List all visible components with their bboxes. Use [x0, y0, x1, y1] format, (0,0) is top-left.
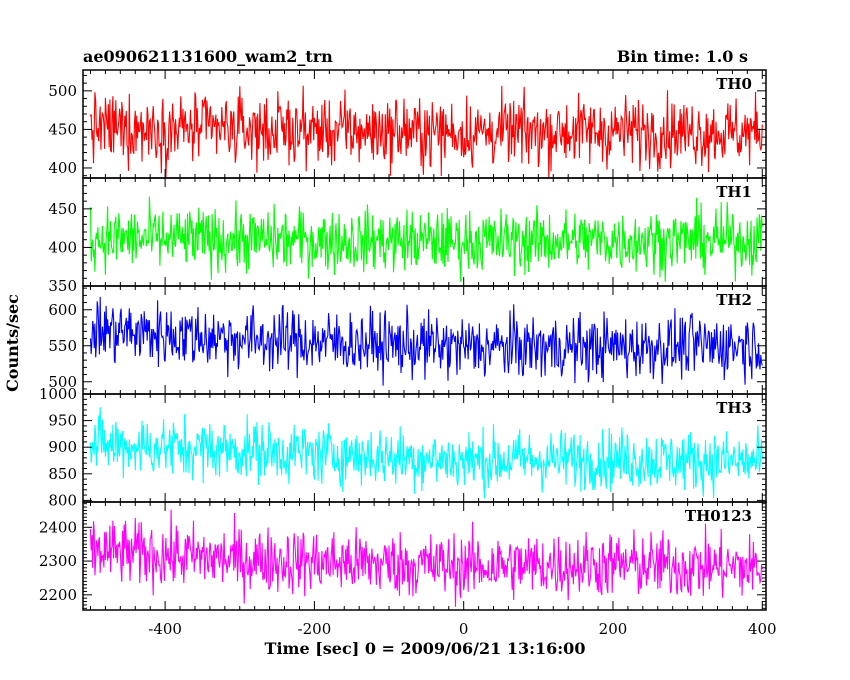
panel-th0: 400 450 500 TH0 [48, 69, 767, 179]
y-tick-label: 500 [48, 82, 77, 100]
y-tick-label: 800 [48, 491, 77, 509]
y-tick-label: 950 [48, 412, 77, 430]
x-tick-label: 200 [599, 620, 628, 638]
panel-th1: 350 400 450 TH1 [48, 177, 767, 295]
panel-frame [82, 501, 767, 611]
y-tick-label: 2400 [39, 518, 77, 536]
series-line-th1 [89, 196, 763, 282]
panel-label: TH3 [716, 399, 752, 417]
y-tick-label: 400 [48, 238, 77, 256]
y-axis-label: Counts/sec [3, 294, 22, 392]
series-line-th0 [89, 85, 763, 178]
y-tick-label: 500 [48, 373, 77, 391]
y-tick-label: 2200 [39, 586, 77, 604]
chart-title-left: ae090621131600_wam2_trn [83, 47, 333, 66]
series-line-th0123 [89, 509, 763, 607]
y-tick-label: 450 [48, 200, 77, 218]
y-tick-label: 2300 [39, 552, 77, 570]
panel-th0123: 2200 2300 2400 TH0123 [39, 501, 767, 611]
x-tick-label: 0 [459, 620, 469, 638]
series-line-th3 [89, 407, 763, 499]
series-line-th2 [89, 296, 763, 386]
x-tick-label: -200 [298, 620, 332, 638]
y-tick-label: 400 [48, 159, 77, 177]
panel-label: TH1 [716, 183, 752, 201]
panel-label: TH2 [716, 291, 752, 309]
y-tick-label: 900 [48, 438, 77, 456]
y-tick-label: 600 [48, 301, 77, 319]
y-tick-label: 450 [48, 120, 77, 138]
panel-th2: 500 550 600 TH2 [48, 285, 767, 395]
x-tick-label: 400 [748, 620, 777, 638]
y-tick-label: 550 [48, 337, 77, 355]
y-tick-label: 350 [48, 277, 77, 295]
panel-label: TH0123 [685, 507, 752, 525]
y-tick-label: 850 [48, 465, 77, 483]
y-tick-label: 1000 [39, 385, 77, 403]
x-axis-label: Time [sec] 0 = 2009/06/21 13:16:00 [265, 639, 586, 658]
x-tick-label: -400 [148, 620, 182, 638]
chart-title-right: Bin time: 1.0 s [617, 47, 748, 66]
panel-label: TH0 [716, 75, 752, 93]
panel-th3: 800 850 900 950 1000 TH3 [39, 385, 767, 509]
